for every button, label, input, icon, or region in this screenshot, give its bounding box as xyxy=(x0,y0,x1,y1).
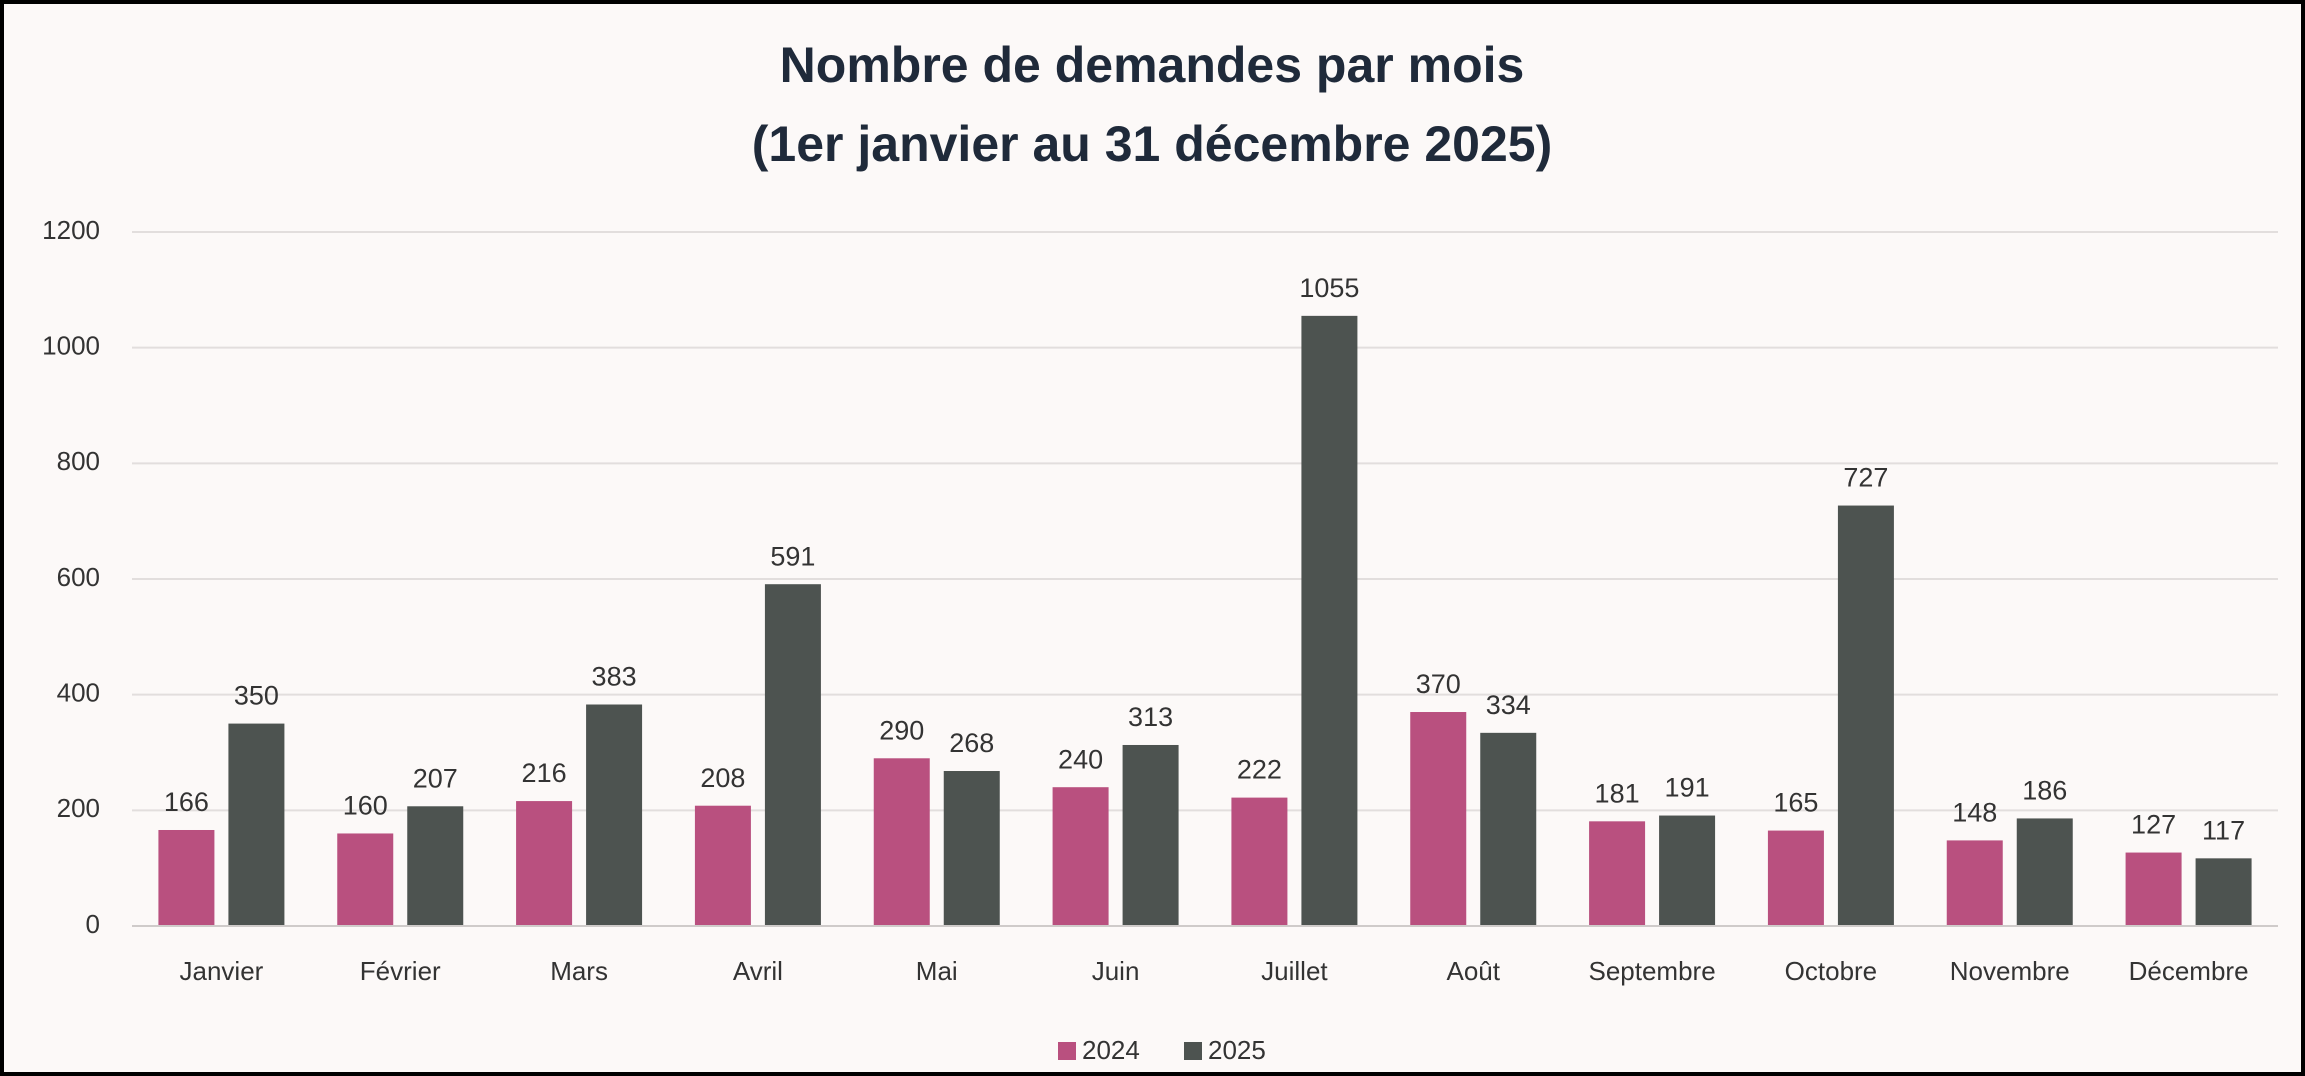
y-tick-label: 0 xyxy=(86,909,100,939)
bar xyxy=(1231,797,1288,926)
legend-label: 2025 xyxy=(1208,1035,1266,1065)
bar xyxy=(1122,744,1179,926)
legend-label: 2024 xyxy=(1082,1035,1140,1065)
bar xyxy=(873,758,930,926)
chart-title: Nombre de demandes par mois xyxy=(780,37,1525,93)
x-tick-label: Août xyxy=(1447,956,1501,986)
bar xyxy=(1410,712,1467,926)
data-label: 186 xyxy=(2022,776,2067,806)
data-label: 290 xyxy=(879,715,924,745)
data-label: 222 xyxy=(1237,755,1282,785)
x-tick-label: Juillet xyxy=(1261,956,1328,986)
data-label: 148 xyxy=(1952,798,1997,828)
x-tick-label: Janvier xyxy=(180,956,264,986)
bar xyxy=(337,833,394,926)
chart-subtitle: (1er janvier au 31 décembre 2025) xyxy=(752,116,1552,172)
bar xyxy=(1659,815,1716,926)
bar xyxy=(2016,818,2073,926)
x-tick-label: Mai xyxy=(916,956,958,986)
data-label: 181 xyxy=(1595,778,1640,808)
bar xyxy=(1052,787,1109,926)
data-label: 207 xyxy=(413,763,458,793)
bar xyxy=(1589,821,1646,926)
bar xyxy=(1301,315,1358,926)
data-label: 727 xyxy=(1843,463,1888,493)
bar xyxy=(158,829,215,926)
data-label: 208 xyxy=(700,763,745,793)
bar xyxy=(2125,852,2182,926)
bar xyxy=(516,801,573,926)
bar xyxy=(407,806,464,926)
data-label: 313 xyxy=(1128,702,1173,732)
data-label: 127 xyxy=(2131,810,2176,840)
data-label: 383 xyxy=(592,662,637,692)
data-label: 268 xyxy=(949,728,994,758)
x-tick-label: Novembre xyxy=(1950,956,2070,986)
data-label: 591 xyxy=(770,541,815,571)
bar xyxy=(228,723,285,926)
x-tick-label: Septembre xyxy=(1588,956,1715,986)
bar xyxy=(586,704,643,926)
legend-swatch xyxy=(1058,1042,1076,1060)
y-tick-label: 1200 xyxy=(42,215,100,245)
data-label: 216 xyxy=(522,758,567,788)
data-label: 160 xyxy=(343,791,388,821)
bar xyxy=(694,805,751,926)
bar xyxy=(764,584,821,926)
legend-swatch xyxy=(1184,1042,1202,1060)
y-tick-label: 200 xyxy=(57,793,100,823)
x-tick-label: Juin xyxy=(1092,956,1140,986)
data-label: 350 xyxy=(234,681,279,711)
x-tick-label: Mars xyxy=(550,956,608,986)
data-label: 191 xyxy=(1665,773,1710,803)
data-label: 117 xyxy=(2202,815,2245,845)
data-label: 166 xyxy=(164,787,209,817)
data-label: 165 xyxy=(1773,788,1818,818)
y-tick-label: 400 xyxy=(57,678,100,708)
y-tick-label: 1000 xyxy=(42,331,100,361)
bar xyxy=(943,771,1000,926)
x-tick-label: Avril xyxy=(733,956,783,986)
bar xyxy=(1946,840,2003,926)
bar xyxy=(1480,732,1537,926)
x-tick-label: Décembre xyxy=(2129,956,2249,986)
y-tick-label: 800 xyxy=(57,446,100,476)
y-tick-label: 600 xyxy=(57,562,100,592)
bar xyxy=(2195,858,2252,926)
data-label: 370 xyxy=(1416,669,1461,699)
bar xyxy=(1767,830,1824,926)
x-tick-label: Octobre xyxy=(1785,956,1878,986)
x-tick-label: Février xyxy=(360,956,441,986)
data-label: 240 xyxy=(1058,744,1103,774)
data-label: 334 xyxy=(1486,690,1531,720)
bar xyxy=(1837,505,1894,926)
data-label: 1055 xyxy=(1299,273,1359,303)
